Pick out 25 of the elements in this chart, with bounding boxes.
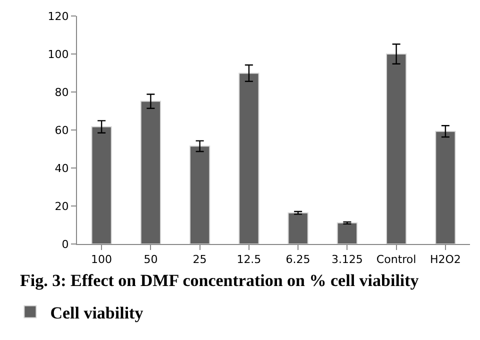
- x-tick-label: H2O2: [430, 253, 461, 266]
- x-tick-label: Control: [376, 253, 416, 266]
- x-tick-label: 3.125: [331, 253, 363, 266]
- bar: [189, 146, 210, 244]
- y-tick-label: 80: [54, 86, 69, 99]
- x-tick-label: 25: [192, 253, 207, 266]
- bar: [386, 54, 407, 244]
- bar: [140, 100, 162, 244]
- x-tick-label: 100: [91, 253, 112, 266]
- bar: [435, 130, 456, 244]
- bar: [288, 212, 308, 244]
- legend-label: Cell viability: [50, 303, 144, 322]
- bar: [91, 126, 112, 244]
- x-tick-label: 12.5: [236, 253, 262, 266]
- y-tick-label: 40: [54, 162, 69, 175]
- text: Fig. 3: Effect on DMF concentration on % cell viability: [20, 271, 420, 290]
- y-tick-label: 60: [54, 124, 69, 137]
- y-tick-label: 20: [54, 200, 69, 213]
- x-tick-label: 50: [144, 253, 158, 266]
- y-tick-label: 100: [48, 48, 69, 61]
- y-tick-label: 120: [48, 10, 69, 23]
- y-tick-label: 0: [62, 238, 69, 251]
- bar: [238, 72, 260, 244]
- x-tick-label: 6.25: [286, 253, 310, 266]
- bar: [336, 222, 358, 244]
